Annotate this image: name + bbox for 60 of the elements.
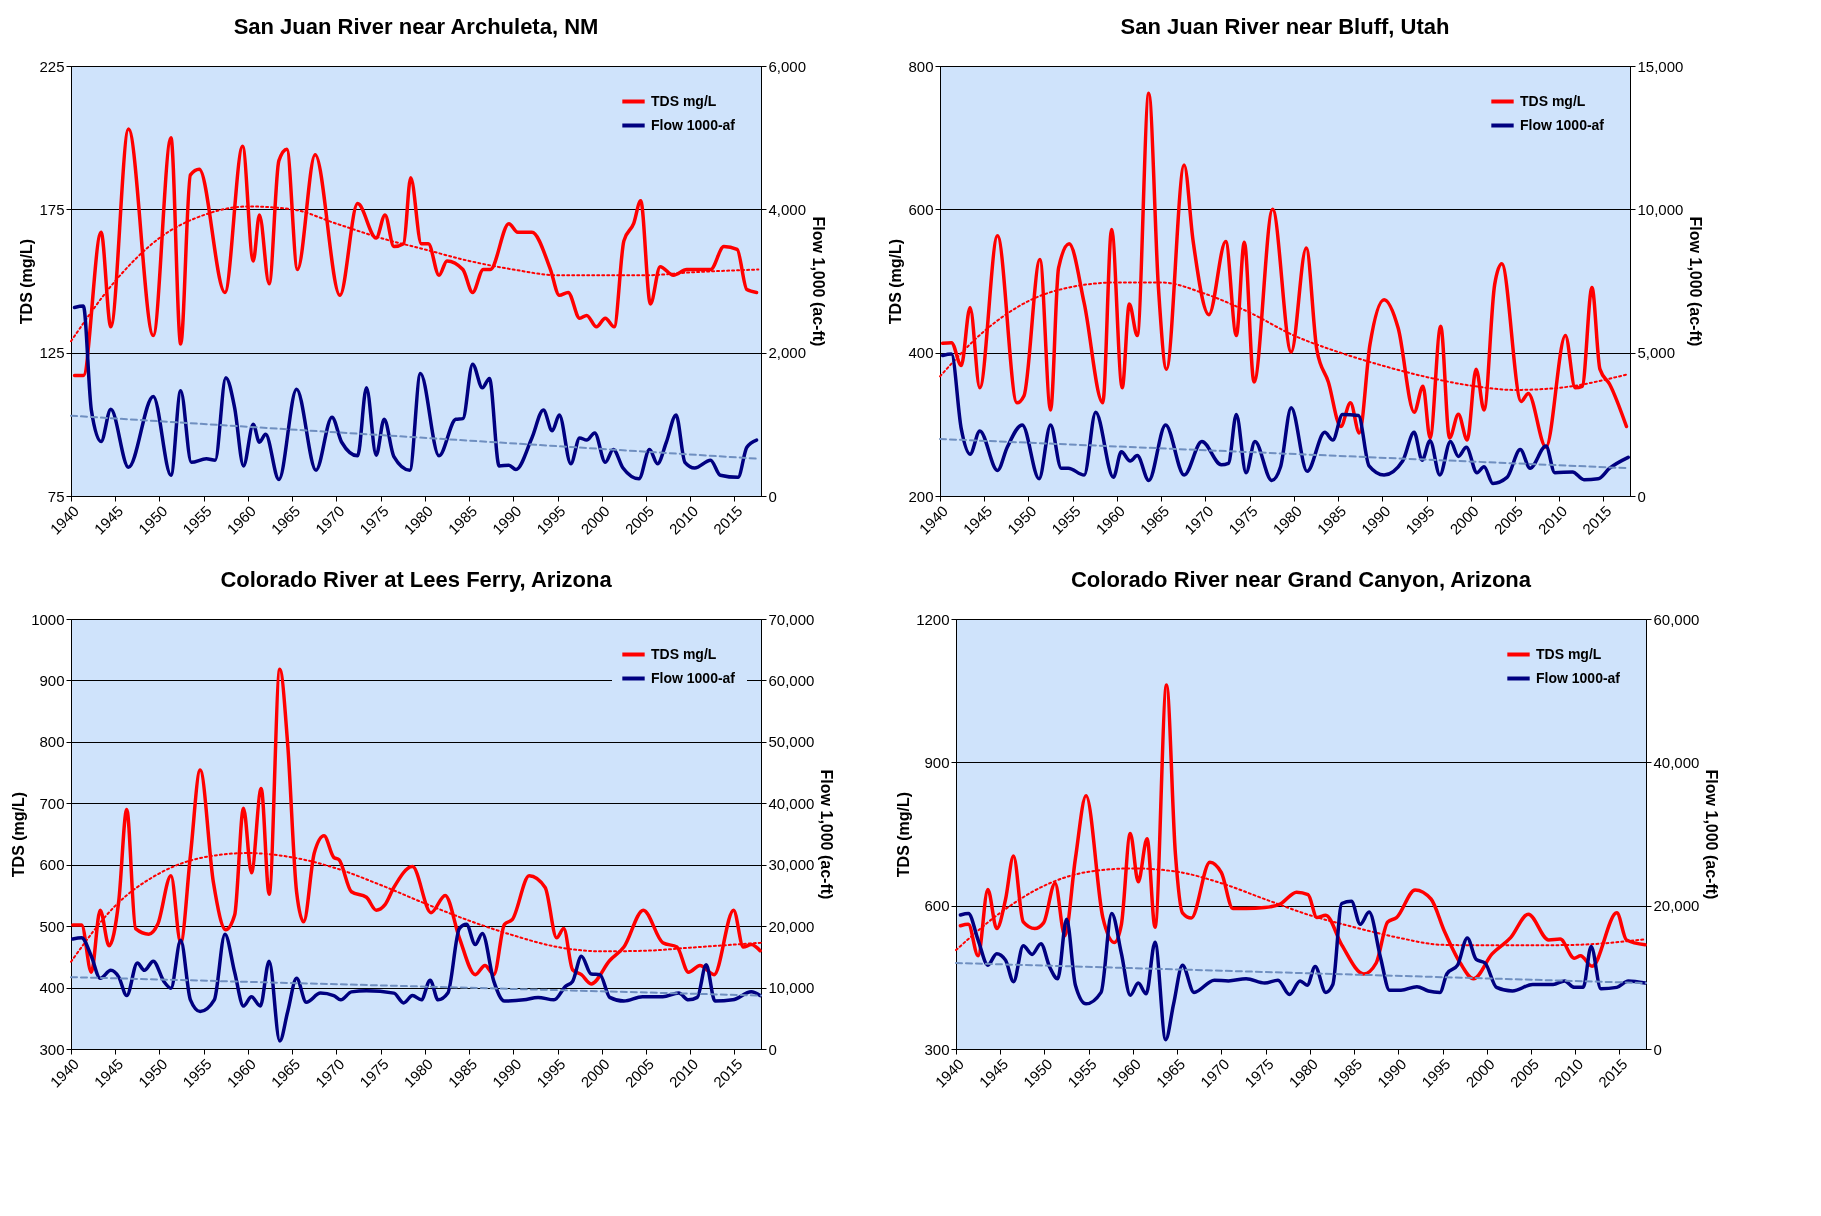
legend-label: Flow 1000-af xyxy=(651,669,736,686)
chart-title: San Juan River near Archuleta, NM xyxy=(233,14,599,39)
y2-tick-label: 40,000 xyxy=(1653,753,1700,771)
y2-tick-label: 5,000 xyxy=(1637,344,1676,362)
chart-title: Colorado River at Lees Ferry, Arizona xyxy=(220,567,613,592)
chart-title: Colorado River near Grand Canyon, Arizona xyxy=(1070,567,1532,592)
y2-tick-label: 60,000 xyxy=(768,671,815,689)
y-tick-label: 600 xyxy=(908,200,934,218)
y2-tick-label: 6,000 xyxy=(768,57,807,75)
y2-tick-label: 20,000 xyxy=(1653,897,1700,915)
y2-tick-label: 15,000 xyxy=(1637,57,1684,75)
y2-axis-title: Flow 1,000 (ac-ft) xyxy=(818,769,836,900)
y-tick-label: 125 xyxy=(39,344,65,362)
y-tick-label: 300 xyxy=(39,1040,65,1058)
y2-tick-label: 0 xyxy=(768,487,777,505)
y2-tick-label: 0 xyxy=(1653,1040,1662,1058)
y2-tick-label: 30,000 xyxy=(768,856,815,874)
y-tick-label: 300 xyxy=(924,1040,950,1058)
y-tick-label: 600 xyxy=(39,856,65,874)
chart-title: San Juan River near Bluff, Utah xyxy=(1120,14,1450,39)
y2-axis-title: Flow 1,000 (ac-ft) xyxy=(1687,216,1705,347)
legend-label: TDS mg/L xyxy=(651,92,717,109)
y-axis-title: TDS (mg/L) xyxy=(18,238,36,325)
y-tick-label: 600 xyxy=(924,897,950,915)
y-tick-label: 900 xyxy=(924,753,950,771)
y-tick-label: 1200 xyxy=(916,610,950,628)
y2-tick-label: 60,000 xyxy=(1653,610,1700,628)
y-tick-label: 200 xyxy=(908,487,934,505)
y-tick-label: 75 xyxy=(47,487,65,505)
y-axis-title: TDS (mg/L) xyxy=(10,791,28,878)
y-tick-label: 900 xyxy=(39,671,65,689)
y-axis-title: TDS (mg/L) xyxy=(887,238,905,325)
y2-tick-label: 0 xyxy=(768,1040,777,1058)
y-tick-label: 400 xyxy=(908,344,934,362)
y-axis-title: TDS (mg/L) xyxy=(895,791,913,878)
y2-tick-label: 10,000 xyxy=(768,979,815,997)
legend-label: TDS mg/L xyxy=(1520,92,1586,109)
y-tick-label: 800 xyxy=(908,57,934,75)
y2-axis-title: Flow 1,000 (ac-ft) xyxy=(810,216,828,347)
y2-tick-label: 50,000 xyxy=(768,733,815,751)
legend-label: Flow 1000-af xyxy=(651,116,736,133)
y2-tick-label: 20,000 xyxy=(768,917,815,935)
y-tick-label: 400 xyxy=(39,979,65,997)
y2-tick-label: 70,000 xyxy=(768,610,815,628)
y2-tick-label: 4,000 xyxy=(768,200,807,218)
y2-tick-label: 0 xyxy=(1637,487,1646,505)
legend-label: TDS mg/L xyxy=(1536,645,1602,662)
y2-axis-title: Flow 1,000 (ac-ft) xyxy=(1703,769,1721,900)
y-tick-label: 1000 xyxy=(31,610,65,628)
y-tick-label: 700 xyxy=(39,794,65,812)
y2-tick-label: 10,000 xyxy=(1637,200,1684,218)
legend-label: TDS mg/L xyxy=(651,645,717,662)
legend-label: Flow 1000-af xyxy=(1520,116,1605,133)
y2-tick-label: 2,000 xyxy=(768,344,807,362)
y-tick-label: 225 xyxy=(39,57,65,75)
y-tick-label: 800 xyxy=(39,733,65,751)
y-tick-label: 500 xyxy=(39,917,65,935)
legend-label: Flow 1000-af xyxy=(1536,669,1621,686)
y2-tick-label: 40,000 xyxy=(768,794,815,812)
y-tick-label: 175 xyxy=(39,200,65,218)
